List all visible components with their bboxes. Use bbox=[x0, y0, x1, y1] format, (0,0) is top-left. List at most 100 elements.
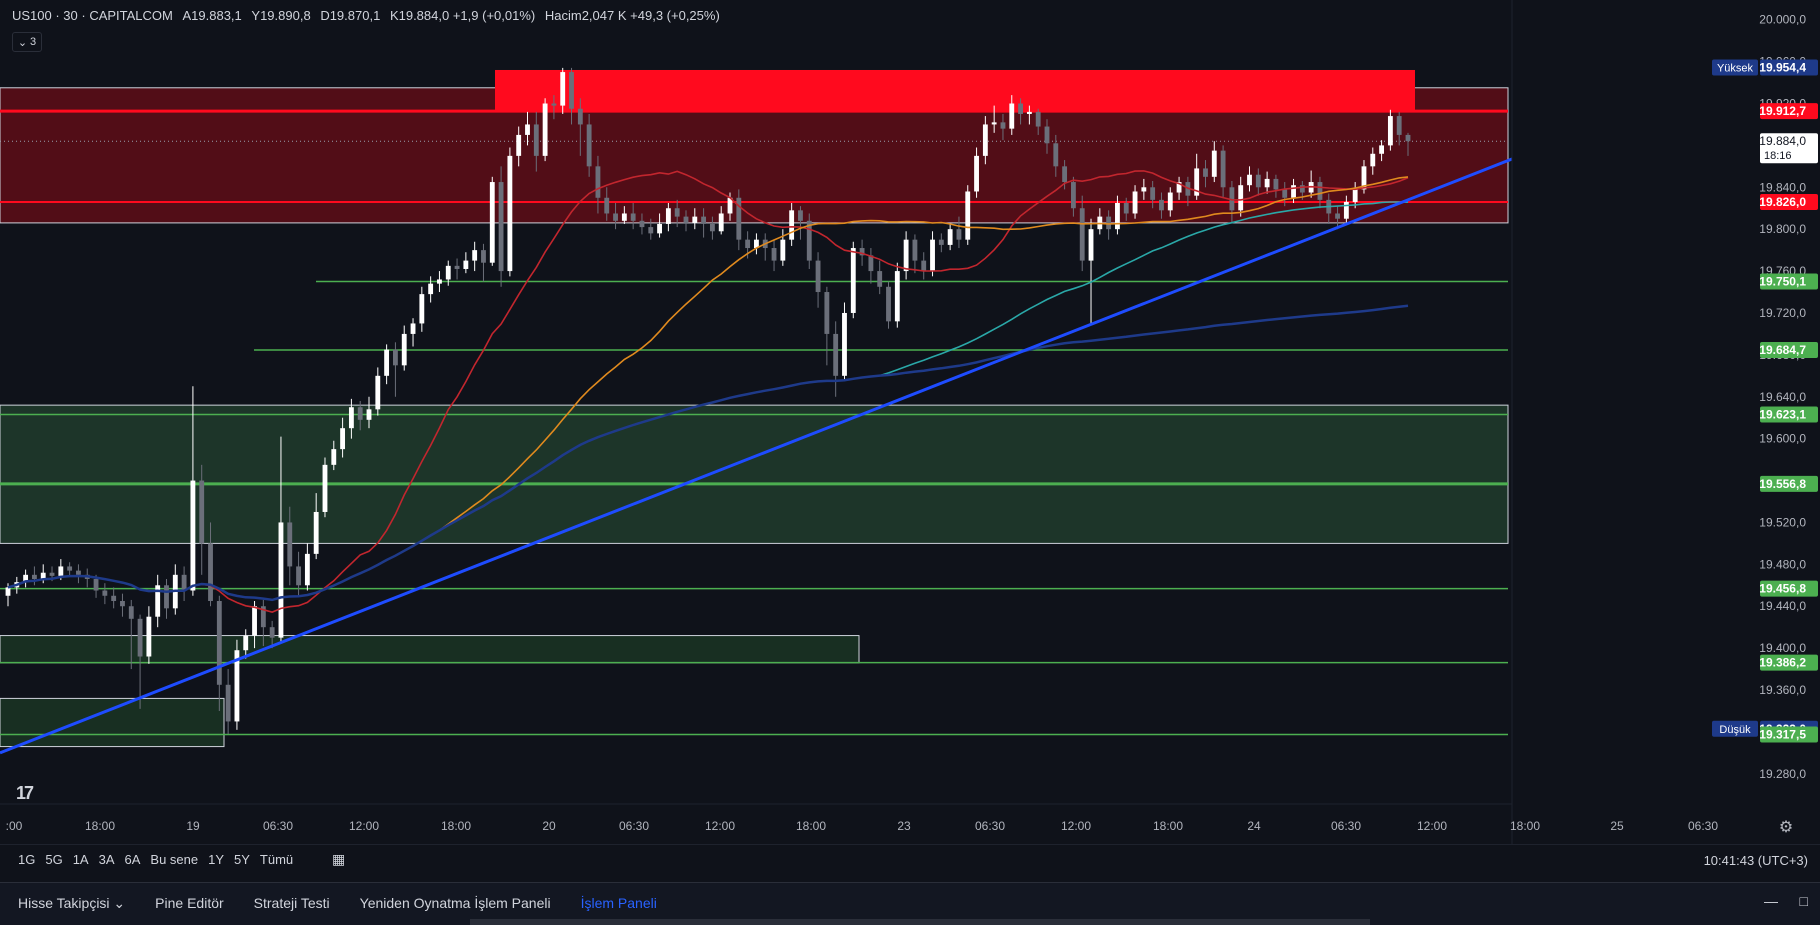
candle-body bbox=[798, 210, 803, 221]
symbol-title[interactable]: US100 · 30 · CAPITALCOM bbox=[12, 8, 173, 23]
candle-body bbox=[1132, 191, 1138, 214]
candle-body bbox=[164, 585, 169, 609]
panel-tab-0[interactable]: Hisse Takipçisi ⌄ bbox=[18, 895, 126, 911]
candle-body bbox=[419, 294, 425, 324]
range-tümü[interactable]: Tümü bbox=[259, 852, 294, 867]
candle-body bbox=[1106, 216, 1112, 230]
candle-body bbox=[243, 635, 249, 651]
candle-body bbox=[507, 155, 513, 272]
candle-body bbox=[67, 566, 73, 571]
candle-body bbox=[868, 255, 874, 272]
range-1y[interactable]: 1Y bbox=[208, 852, 225, 867]
range-bu-sene[interactable]: Bu sene bbox=[150, 852, 199, 867]
price-label: 19.623,1 bbox=[1759, 407, 1806, 421]
candle-body bbox=[357, 407, 363, 420]
open-value: 19.883,1 bbox=[191, 8, 242, 23]
range-1g[interactable]: 1G bbox=[18, 852, 36, 867]
candle-body bbox=[58, 566, 64, 576]
candle-body bbox=[313, 511, 319, 554]
candle-body bbox=[340, 428, 346, 450]
price-label: 19.386,2 bbox=[1759, 656, 1806, 670]
candle-body bbox=[102, 590, 108, 596]
clock-timezone[interactable]: 10:41:43 (UTC+3) bbox=[1703, 853, 1808, 868]
candle-body bbox=[384, 349, 390, 376]
open-label: A bbox=[182, 8, 192, 23]
range-1a[interactable]: 1A bbox=[72, 852, 89, 867]
x-tick-label: 12:00 bbox=[1061, 819, 1091, 833]
candle-body bbox=[1238, 185, 1244, 211]
x-tick-label: 19 bbox=[186, 819, 200, 833]
candle-body bbox=[1282, 189, 1288, 198]
candle-body bbox=[1291, 185, 1296, 198]
candle-body bbox=[1229, 187, 1235, 211]
candle-body bbox=[348, 407, 354, 429]
price-tag-label: Düşük bbox=[1719, 724, 1751, 736]
candle-body bbox=[23, 574, 29, 583]
panel-tab-3[interactable]: Yeniden Oynatma İşlem Paneli bbox=[359, 895, 551, 911]
price-chart[interactable]: 20.000,019.960,019.920,019.880,019.840,0… bbox=[0, 0, 1820, 844]
candle-body bbox=[260, 606, 266, 628]
candle-body bbox=[560, 72, 566, 106]
tradingview-logo[interactable]: 17 bbox=[16, 783, 34, 803]
y-tick-label: 19.640,0 bbox=[1759, 390, 1806, 404]
candle-body bbox=[1335, 213, 1340, 219]
y-tick-label: 19.360,0 bbox=[1759, 683, 1806, 697]
candle-body bbox=[516, 134, 522, 156]
candle-body bbox=[754, 239, 759, 249]
candle-body bbox=[111, 595, 117, 601]
calendar-goto-icon[interactable]: ▦ bbox=[332, 851, 346, 867]
price-label-bg bbox=[1760, 273, 1818, 290]
candle-body bbox=[965, 191, 971, 240]
candle-body bbox=[1000, 122, 1006, 129]
tag-bg bbox=[1712, 720, 1758, 737]
panel-tab-4[interactable]: İşlem Paneli bbox=[580, 895, 657, 911]
candle-body bbox=[956, 229, 962, 240]
candle-body bbox=[137, 618, 143, 657]
price-label-bg bbox=[1760, 193, 1818, 210]
x-tick-label: 06:30 bbox=[619, 819, 649, 833]
candle-body bbox=[921, 260, 927, 272]
candle-body bbox=[569, 72, 574, 109]
candle-body bbox=[1352, 189, 1358, 202]
price-label: 19.954,4 bbox=[1759, 60, 1806, 74]
candle-body bbox=[903, 239, 909, 272]
candle-body bbox=[366, 409, 372, 420]
candle-body bbox=[604, 197, 610, 214]
candle-body bbox=[401, 333, 407, 366]
indicator-toggle-button[interactable]: ⌄ 3 bbox=[12, 32, 42, 52]
candle-body bbox=[665, 208, 671, 224]
gear-icon[interactable]: ⚙ bbox=[1779, 817, 1793, 836]
candle-body bbox=[806, 220, 812, 261]
candle-body bbox=[1035, 111, 1041, 127]
y-tick-label: 19.800,0 bbox=[1759, 222, 1806, 236]
range-3a[interactable]: 3A bbox=[98, 852, 115, 867]
candle-body bbox=[533, 124, 539, 156]
x-tick-label: 18:00 bbox=[1510, 819, 1540, 833]
y-tick-label: 19.440,0 bbox=[1759, 599, 1806, 613]
candle-body bbox=[824, 292, 830, 334]
minimize-icon[interactable]: — bbox=[1764, 893, 1778, 909]
y-tick-label: 19.600,0 bbox=[1759, 432, 1806, 446]
candle-body bbox=[199, 480, 205, 544]
x-tick-label: 12:00 bbox=[1417, 819, 1447, 833]
candle-body bbox=[1194, 168, 1200, 196]
candle-body bbox=[745, 239, 751, 249]
candle-body bbox=[437, 279, 442, 284]
candle-body bbox=[498, 182, 504, 272]
candle-body bbox=[789, 210, 795, 240]
candle-body bbox=[322, 464, 328, 512]
range-6a[interactable]: 6A bbox=[124, 852, 141, 867]
candle-body bbox=[410, 323, 416, 334]
panel-tab-2[interactable]: Strateji Testi bbox=[253, 895, 330, 911]
price-label-bg bbox=[1760, 726, 1818, 743]
candle-body bbox=[1079, 208, 1085, 261]
maximize-icon[interactable]: □ bbox=[1799, 893, 1808, 909]
candle-body bbox=[648, 227, 654, 234]
candle-body bbox=[815, 260, 821, 293]
range-5g[interactable]: 5G bbox=[45, 852, 63, 867]
price-label-bg bbox=[1760, 59, 1818, 76]
range-5y[interactable]: 5Y bbox=[234, 852, 250, 867]
panel-tab-1[interactable]: Pine Editör bbox=[155, 895, 224, 911]
candle-body bbox=[991, 122, 997, 125]
candle-body bbox=[278, 522, 284, 638]
